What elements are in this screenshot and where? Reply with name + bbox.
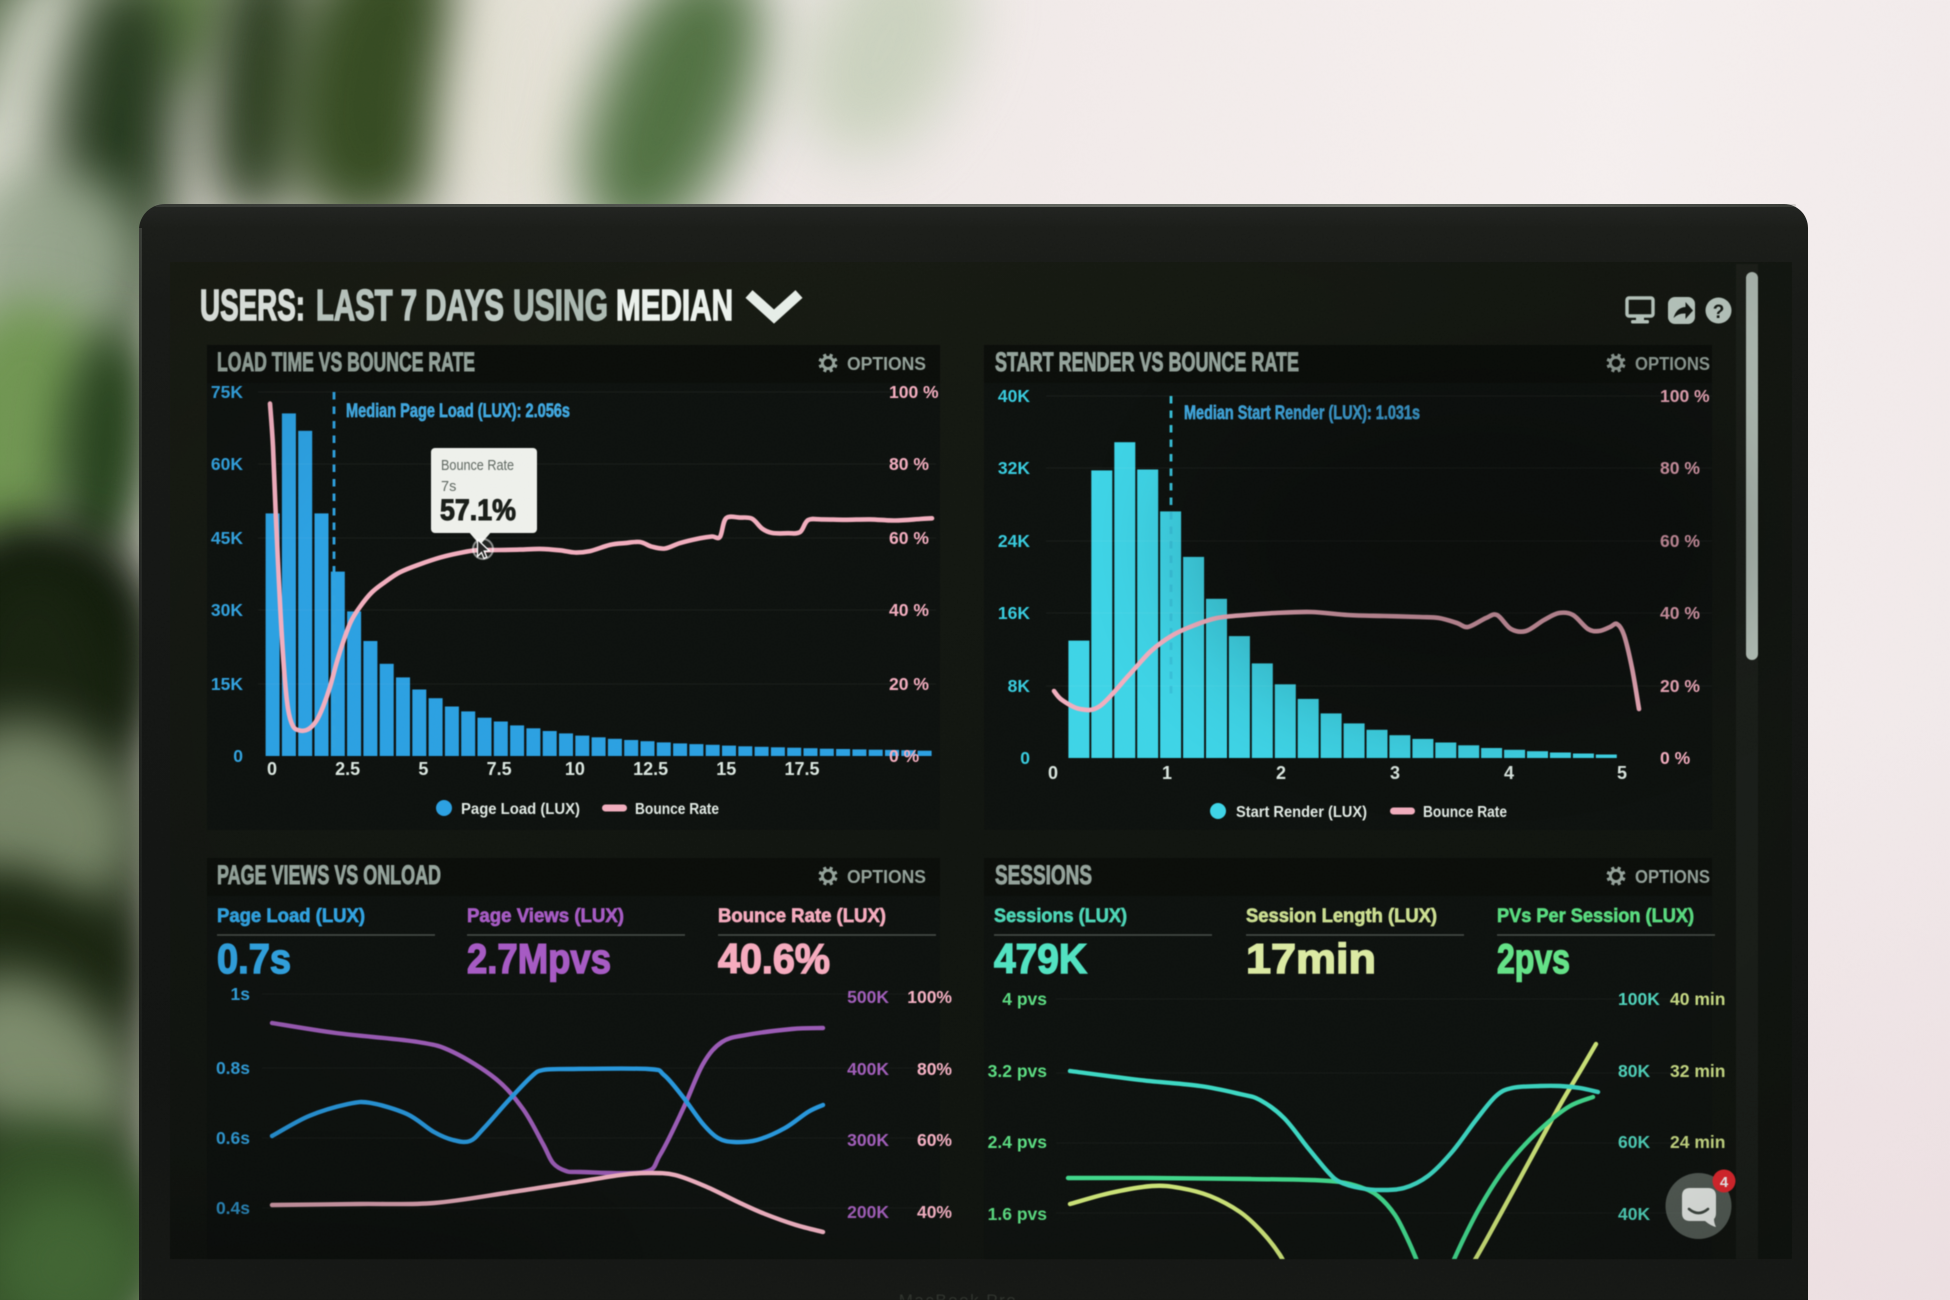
- svg-text:MacBook Pro: MacBook Pro: [899, 1291, 1018, 1300]
